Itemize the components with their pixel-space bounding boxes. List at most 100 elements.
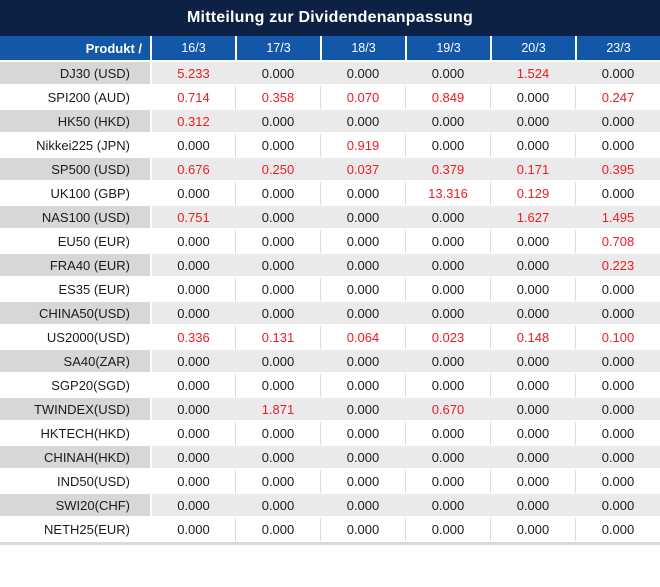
dividend-value-cell: 0.676 (150, 158, 235, 182)
dividend-value-cell: 0.919 (320, 134, 405, 158)
dividend-value-cell: 0.000 (150, 350, 235, 374)
table-row: US2000(USD) 0.336 0.131 0.064 0.023 0.14… (0, 326, 660, 350)
table-row: TWINDEX(USD) 0.000 1.871 0.000 0.670 0.0… (0, 398, 660, 422)
dividend-value-cell: 0.000 (490, 110, 575, 134)
dividend-value-cell: 0.000 (575, 446, 660, 470)
product-label: DJ30 (USD) (0, 62, 150, 86)
dividend-value-cell: 0.000 (405, 278, 490, 302)
dividend-value-cell: 0.000 (235, 470, 320, 494)
dividend-value-cell: 0.000 (150, 494, 235, 518)
dividend-value-cell: 0.000 (490, 494, 575, 518)
dividend-value-cell: 0.000 (320, 206, 405, 230)
product-label: UK100 (GBP) (0, 182, 150, 206)
dividend-value-cell: 0.000 (320, 494, 405, 518)
dividend-value-cell: 0.000 (405, 470, 490, 494)
product-label: SA40(ZAR) (0, 350, 150, 374)
dividend-value-cell: 0.148 (490, 326, 575, 350)
dividend-value-cell: 0.000 (575, 398, 660, 422)
dividend-value-cell: 0.000 (575, 518, 660, 542)
dividend-value-cell: 0.000 (320, 230, 405, 254)
table-row: DJ30 (USD) 5.233 0.000 0.000 0.000 1.524… (0, 62, 660, 86)
table-row: NETH25(EUR) 0.000 0.000 0.000 0.000 0.00… (0, 518, 660, 542)
dividend-value-cell: 0.000 (575, 62, 660, 86)
dividend-value-cell: 0.023 (405, 326, 490, 350)
date-column-header: 23/3 (575, 36, 660, 62)
dividend-value-cell: 0.000 (320, 398, 405, 422)
dividend-value-cell: 0.247 (575, 86, 660, 110)
table-row: SGP20(SGD) 0.000 0.000 0.000 0.000 0.000… (0, 374, 660, 398)
dividend-value-cell: 0.100 (575, 326, 660, 350)
dividend-value-cell: 0.000 (235, 494, 320, 518)
dividend-value-cell: 0.000 (490, 446, 575, 470)
dividend-value-cell: 0.000 (405, 110, 490, 134)
date-column-header: 16/3 (150, 36, 235, 62)
table-row: CHINA50(USD) 0.000 0.000 0.000 0.000 0.0… (0, 302, 660, 326)
dividend-value-cell: 0.000 (320, 470, 405, 494)
product-label: EU50 (EUR) (0, 230, 150, 254)
dividend-value-cell: 0.000 (150, 254, 235, 278)
product-label: ES35 (EUR) (0, 278, 150, 302)
product-label: SWI20(CHF) (0, 494, 150, 518)
dividend-value-cell: 0.000 (490, 278, 575, 302)
product-label: CHINAH(HKD) (0, 446, 150, 470)
dividend-value-cell: 0.000 (150, 230, 235, 254)
table-row: SA40(ZAR) 0.000 0.000 0.000 0.000 0.000 … (0, 350, 660, 374)
product-label: TWINDEX(USD) (0, 398, 150, 422)
dividend-value-cell: 0.000 (235, 422, 320, 446)
dividend-value-cell: 0.000 (490, 518, 575, 542)
dividend-value-cell: 0.000 (320, 350, 405, 374)
dividend-value-cell: 0.000 (405, 350, 490, 374)
dividend-value-cell: 0.000 (405, 446, 490, 470)
dividend-value-cell: 0.000 (490, 350, 575, 374)
dividend-value-cell: 0.000 (150, 182, 235, 206)
table-row: Nikkei225 (JPN) 0.000 0.000 0.919 0.000 … (0, 134, 660, 158)
dividend-value-cell: 0.000 (405, 518, 490, 542)
dividend-value-cell: 1.871 (235, 398, 320, 422)
table-row: UK100 (GBP) 0.000 0.000 0.000 13.316 0.1… (0, 182, 660, 206)
dividend-value-cell: 0.000 (235, 278, 320, 302)
dividend-value-cell: 0.000 (405, 422, 490, 446)
dividend-value-cell: 0.000 (235, 446, 320, 470)
table-row: HK50 (HKD) 0.312 0.000 0.000 0.000 0.000… (0, 110, 660, 134)
dividend-value-cell: 5.233 (150, 62, 235, 86)
dividend-value-cell: 0.000 (575, 470, 660, 494)
dividend-value-cell: 0.000 (235, 206, 320, 230)
dividend-value-cell: 0.000 (405, 230, 490, 254)
product-label: SP500 (USD) (0, 158, 150, 182)
dividend-value-cell: 0.000 (150, 470, 235, 494)
table-row: SPI200 (AUD) 0.714 0.358 0.070 0.849 0.0… (0, 86, 660, 110)
product-label: FRA40 (EUR) (0, 254, 150, 278)
dividend-value-cell: 0.064 (320, 326, 405, 350)
dividend-value-cell: 1.627 (490, 206, 575, 230)
product-label: HKTECH(HKD) (0, 422, 150, 446)
dividend-value-cell: 0.000 (575, 182, 660, 206)
dividend-value-cell: 0.000 (320, 374, 405, 398)
product-label: CHINA50(USD) (0, 302, 150, 326)
dividend-value-cell: 0.000 (575, 134, 660, 158)
dividend-value-cell: 0.070 (320, 86, 405, 110)
dividend-value-cell: 0.000 (490, 374, 575, 398)
notice-title: Mitteilung zur Dividendenanpassung (187, 9, 473, 26)
dividend-value-cell: 0.000 (405, 494, 490, 518)
dividend-value-cell: 0.336 (150, 326, 235, 350)
dividend-value-cell: 0.379 (405, 158, 490, 182)
table-row: IND50(USD) 0.000 0.000 0.000 0.000 0.000… (0, 470, 660, 494)
dividend-value-cell: 0.000 (490, 230, 575, 254)
product-label: SGP20(SGD) (0, 374, 150, 398)
dividend-value-cell: 0.250 (235, 158, 320, 182)
dividend-value-cell: 0.312 (150, 110, 235, 134)
dividend-value-cell: 0.000 (490, 422, 575, 446)
dividend-value-cell: 0.000 (575, 422, 660, 446)
dividend-value-cell: 0.000 (405, 62, 490, 86)
dividend-value-cell: 0.000 (235, 62, 320, 86)
dividend-value-cell: 0.000 (490, 254, 575, 278)
table-row: SP500 (USD) 0.676 0.250 0.037 0.379 0.17… (0, 158, 660, 182)
dividend-value-cell: 0.000 (235, 230, 320, 254)
product-label: SPI200 (AUD) (0, 86, 150, 110)
dividend-value-cell: 0.000 (575, 278, 660, 302)
bottom-strip (0, 542, 660, 545)
table-row: NAS100 (USD) 0.751 0.000 0.000 0.000 1.6… (0, 206, 660, 230)
dividend-value-cell: 0.000 (235, 134, 320, 158)
product-column-header: Produkt / (0, 36, 150, 62)
product-label: Nikkei225 (JPN) (0, 134, 150, 158)
